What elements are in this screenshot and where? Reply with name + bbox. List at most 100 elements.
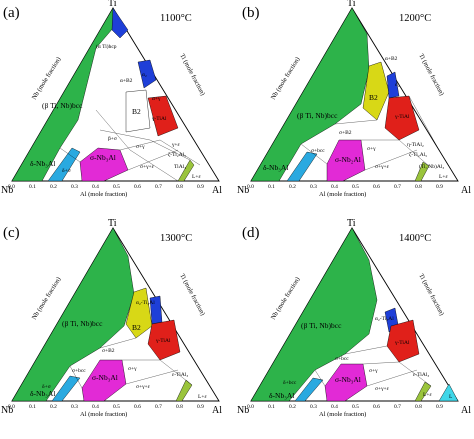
phase-l-eps: L+ε <box>423 392 432 398</box>
tick-7: 0.7 <box>155 404 162 410</box>
phase-eps: ε-TiAl₃ <box>413 372 429 378</box>
phase-b2: B2 <box>132 107 141 116</box>
axis-label-right: Ti (mole fraction) <box>417 273 445 317</box>
region-bcc <box>250 7 370 182</box>
tick-4: 0.4 <box>331 404 338 410</box>
corner-top: Ti <box>347 218 356 229</box>
axis-label-left: Nb (mole fraction) <box>31 276 63 321</box>
temperature-label: 1300°C <box>160 233 192 244</box>
tick-5: 0.5 <box>352 184 359 190</box>
phase-sigma-gamma-eps: σ+γ+ε <box>375 164 390 170</box>
region-b2 <box>125 287 153 339</box>
phase-sigma-gamma: σ+γ <box>369 368 378 374</box>
region-bcc <box>11 227 135 402</box>
axis-label-right: Ti (mole fraction) <box>178 53 206 97</box>
phase-alpha2: α₂ <box>142 72 147 78</box>
region-gamma <box>147 95 179 137</box>
temperature-label: 1200°C <box>399 13 431 24</box>
phase-sigma-bcc: σ+bcc <box>335 356 349 362</box>
tick-0: 0.0 <box>8 184 15 190</box>
tick-9: 0.9 <box>197 404 204 410</box>
corner-left: Nb <box>1 405 13 416</box>
phase-gamma: γ-TiAl <box>155 338 171 344</box>
phase-sigma: σ-Nb₃Al <box>335 375 361 384</box>
phase-beta-sigma: β+σ <box>108 136 117 142</box>
tick-4: 0.4 <box>331 184 338 190</box>
phase-sigma-gamma-eps: σ+γ+ε <box>375 386 390 392</box>
tick-2: 0.2 <box>50 404 57 410</box>
phase-gamma: γ-TiAl <box>151 116 167 122</box>
tick-3: 0.3 <box>310 404 317 410</box>
region-liquid <box>438 383 459 402</box>
tick-7: 0.7 <box>155 184 162 190</box>
ticks-bottom: 0.0 0.1 0.2 0.3 0.4 0.5 0.6 0.7 0.8 0.9 <box>247 184 443 190</box>
tick-6: 0.6 <box>134 404 141 410</box>
region-b2 <box>125 89 151 133</box>
ticks-bottom: 0.0 0.1 0.2 0.3 0.4 0.5 0.6 0.7 0.8 0.9 <box>247 404 443 410</box>
tick-0: 0.0 <box>8 404 15 410</box>
phase-delta-bcc: δ+bcc <box>283 380 297 386</box>
tie-lines <box>314 345 432 387</box>
phase-bcc: (β Ti, Nb)bcc <box>42 101 83 110</box>
panel-b: (b) 1200°C Ti Nb Al Nb (mole fraction) T… <box>237 0 471 198</box>
phase-gamma-eps: γ+ε <box>171 142 181 148</box>
tick-3: 0.3 <box>71 184 78 190</box>
region-delta <box>286 151 318 182</box>
panel-label: (b) <box>242 5 260 21</box>
tie-lines <box>300 95 440 171</box>
phase-liquid: L <box>449 394 453 400</box>
phase-l-eps: L+ε <box>192 174 201 180</box>
tick-4: 0.4 <box>92 184 99 190</box>
axis-label-left: Nb (mole fraction) <box>31 56 63 101</box>
panel-c: (c) 1300°C Ti Nb Al Nb (mole fraction) T… <box>1 218 222 418</box>
phase-sigma-b2: σ+B2 <box>102 348 115 354</box>
tick-1: 0.1 <box>29 404 36 410</box>
region-gamma <box>147 319 181 361</box>
phase-sigma: σ-Nb₂Al <box>335 155 361 164</box>
tick-9: 0.9 <box>197 184 204 190</box>
phase-sigma-gamma: σ+γ <box>367 146 376 152</box>
tick-6: 0.6 <box>373 404 380 410</box>
tick-3: 0.3 <box>71 404 78 410</box>
tick-1: 0.1 <box>268 404 275 410</box>
temperature-label: 1100°C <box>160 13 192 24</box>
axis-label-left: Nb (mole fraction) <box>270 276 302 321</box>
tick-5: 0.5 <box>352 404 359 410</box>
phase-sigma: σ-Nb₃Al <box>92 373 118 382</box>
tick-8: 0.8 <box>176 404 183 410</box>
panel-a: (a) 1100°C Ti Nb Al Nb (mole fraction) T… <box>1 0 222 198</box>
ticks-bottom: 0.0 0.1 0.2 0.3 0.4 0.5 0.6 0.7 0.8 0.9 <box>8 404 204 410</box>
tick-2: 0.2 <box>289 184 296 190</box>
phase-sigma-gamma-eps: σ+γ+ε <box>136 384 151 390</box>
phase-alpha-b2: α+B2 <box>120 78 133 84</box>
phase-delta: δ-Nb₃Al <box>30 159 55 168</box>
phase-l-eps: L+ε <box>198 394 207 400</box>
region-alpha2 <box>137 59 157 89</box>
tick-8: 0.8 <box>415 184 422 190</box>
tie-lines <box>69 337 193 389</box>
phase-eps: ε-TiAl₃ <box>172 372 188 378</box>
tick-2: 0.2 <box>289 404 296 410</box>
phase-sigma-bcc: σ+bcc <box>72 368 86 374</box>
phase-delta-sigma: δ+σ <box>42 384 51 390</box>
tick-0: 0.0 <box>247 184 254 190</box>
phase-zeta: ζ-Ti₂Al₅ <box>409 151 427 158</box>
phase-bcc: (β Ti, Nb)bcc <box>301 321 342 330</box>
region-alpha <box>111 7 129 39</box>
phase-tial3: TiAl₃ <box>174 164 186 170</box>
tick-8: 0.8 <box>176 184 183 190</box>
axis-label-right: Ti (mole fraction) <box>417 53 445 97</box>
tick-3: 0.3 <box>310 184 317 190</box>
axis-label-bottom: Al (mole fraction) <box>80 191 127 198</box>
phase-sigma-gamma-eps: σ+γ+ε <box>140 164 155 170</box>
phase-b2: B2 <box>132 323 141 332</box>
phase-delta-sigma: δ+σ <box>62 168 71 174</box>
tick-7: 0.7 <box>394 404 401 410</box>
tick-9: 0.9 <box>436 404 443 410</box>
phase-sigma-b2: σ+B2 <box>339 130 352 136</box>
panel-d: (d) 1400°C Ti Nb Al Nb (mole fraction) T… <box>237 218 471 418</box>
phase-alpha2: α₂-Ti₃Al <box>136 300 155 306</box>
phase-gamma: γ-TiAl <box>394 114 410 120</box>
phase-delta: δ-Nb₃Al <box>263 163 288 172</box>
